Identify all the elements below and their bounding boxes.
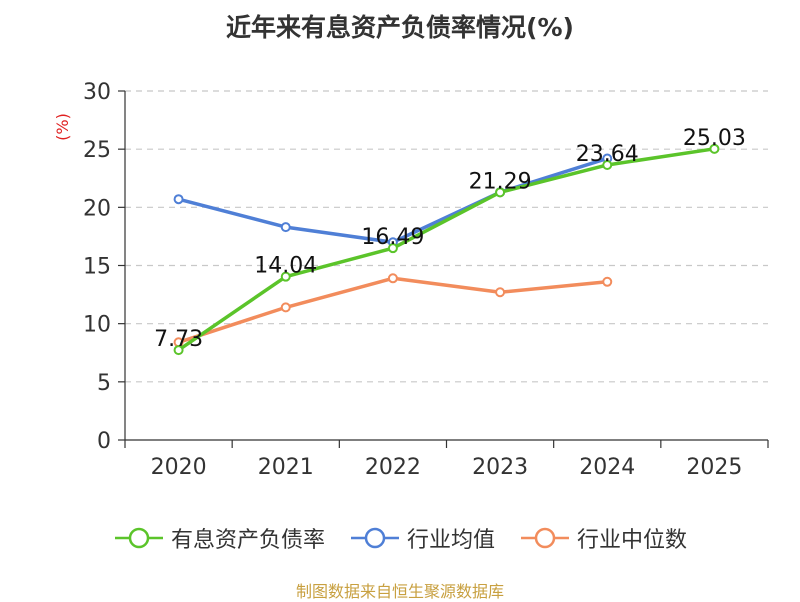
- series-line: [177, 147, 715, 352]
- data-point: [280, 222, 291, 233]
- legend: 有息资产负债率 行业均值 行业中位数: [0, 520, 800, 556]
- series-lines: [173, 143, 720, 356]
- data-label: 16.49: [361, 225, 424, 250]
- x-tick-label: 2022: [365, 455, 421, 480]
- data-point: [709, 143, 720, 154]
- legend-label: 行业均值: [406, 528, 495, 553]
- data-point: [280, 271, 291, 282]
- legend-item-interest-bearing-ratio[interactable]: 有息资产负债率: [113, 522, 325, 554]
- data-labels: 7.73 14.04 16.49 21.29 23.64 25.03: [154, 126, 746, 352]
- legend-marker-green: [114, 527, 163, 549]
- legend-item-industry-average[interactable]: 行业均值: [349, 522, 495, 554]
- y-tick-label: 20: [83, 196, 111, 221]
- data-point: [173, 194, 184, 205]
- data-point: [387, 273, 398, 284]
- y-tick-label: 0: [97, 429, 111, 454]
- y-tick-label: 10: [83, 313, 111, 338]
- data-label: 21.29: [469, 169, 532, 194]
- legend-marker-orange: [521, 527, 569, 549]
- legend-item-industry-median[interactable]: 行业中位数: [519, 522, 687, 554]
- y-tick-label: 25: [83, 138, 111, 163]
- data-point: [602, 276, 613, 287]
- data-label: 25.03: [683, 126, 746, 151]
- series-line: [178, 276, 608, 344]
- data-point: [387, 243, 398, 254]
- x-tick-label: 2023: [472, 455, 528, 480]
- grid-lines: [125, 90, 768, 383]
- y-axis-label: (%): [53, 113, 72, 141]
- x-tick-label: 2025: [686, 455, 742, 480]
- x-tick-label: 2024: [579, 455, 635, 480]
- data-point: [495, 187, 506, 198]
- data-point: [602, 159, 613, 170]
- x-tick-label: 2021: [258, 455, 314, 480]
- legend-label: 行业中位数: [577, 528, 688, 553]
- source-note: 制图数据来自恒生聚源数据库: [295, 582, 504, 601]
- data-point: [495, 287, 506, 298]
- chart-title: 近年来有息资产负债率情况(%): [226, 13, 574, 42]
- data-label: 7.73: [154, 327, 203, 352]
- data-point: [173, 345, 184, 356]
- x-tick-label: 2020: [151, 455, 207, 480]
- data-point: [280, 302, 291, 313]
- legend-label: 有息资产负债率: [170, 528, 325, 553]
- y-tick-label: 5: [97, 371, 111, 396]
- data-label: 23.64: [576, 142, 639, 167]
- y-tick-label: 30: [83, 80, 111, 105]
- data-label: 14.04: [254, 254, 317, 279]
- legend-marker-blue: [350, 527, 399, 549]
- y-tick-label: 15: [83, 255, 111, 280]
